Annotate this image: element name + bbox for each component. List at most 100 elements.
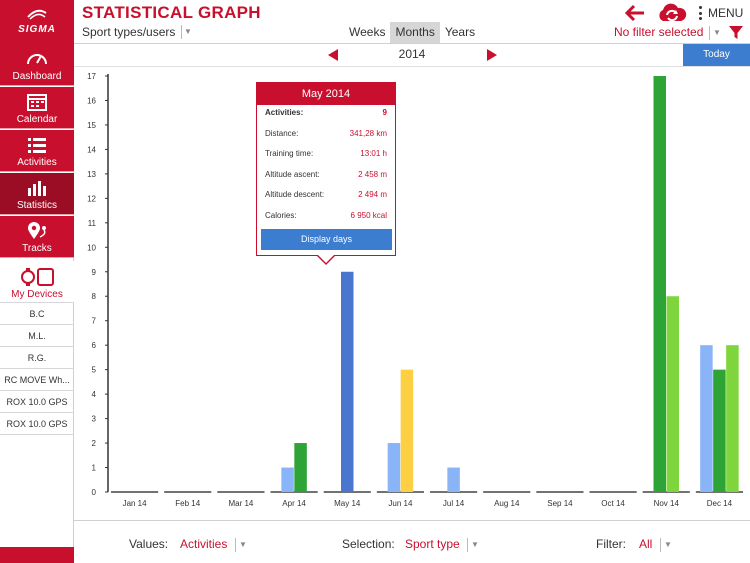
sidebar-item-calendar[interactable]: Calendar — [0, 87, 74, 129]
x-tick-label: Feb 14 — [175, 499, 200, 508]
tooltip-value: 13:01 h — [360, 149, 387, 158]
sidebar-item-statistics[interactable]: Statistics — [0, 173, 74, 215]
device-item[interactable]: ROX 10.0 GPS — [0, 413, 74, 435]
y-tick-label: 15 — [87, 121, 96, 130]
tooltip-row-altitude-ascent: Altitude ascent: 2 458 m — [265, 168, 387, 182]
x-tick-label: Mar 14 — [228, 499, 253, 508]
x-tick-label: Oct 14 — [601, 499, 625, 508]
divider — [74, 43, 750, 44]
bar — [294, 443, 307, 492]
y-tick-label: 14 — [87, 145, 96, 154]
tab-years[interactable]: Years — [444, 25, 476, 39]
y-tick-label: 13 — [87, 170, 96, 179]
bar — [387, 443, 401, 492]
y-tick-label: 0 — [92, 488, 97, 497]
y-tick-label: 11 — [88, 219, 97, 228]
tooltip-row-activities: Activities: 9 — [265, 106, 387, 120]
filter-bottom-select[interactable]: All — [639, 537, 653, 551]
sidebar-item-dashboard[interactable]: Dashboard — [0, 44, 74, 86]
sidebar-item-tracks[interactable]: Tracks — [0, 216, 74, 258]
tooltip-value: 9 — [382, 108, 387, 117]
speedometer-icon — [27, 54, 47, 65]
sidebar-item-label: My Devices — [11, 289, 63, 300]
bar — [447, 467, 460, 492]
y-tick-label: 6 — [92, 341, 97, 350]
y-tick-label: 3 — [92, 415, 97, 424]
tooltip-key: Training time: — [265, 149, 314, 158]
funnel-icon[interactable] — [729, 26, 743, 40]
bar — [713, 369, 726, 492]
device-item[interactable]: R.G. — [0, 347, 74, 369]
month-tooltip: May 2014 Activities: 9 Distance: 341,28 … — [256, 82, 396, 256]
tooltip-row-calories: Calories: 6 950 kcal — [265, 209, 387, 223]
bar — [400, 369, 414, 492]
next-year-icon[interactable] — [486, 48, 498, 62]
y-tick-label: 10 — [87, 243, 96, 252]
tooltip-key: Distance: — [265, 129, 299, 138]
chevron-down-icon[interactable]: ▼ — [467, 538, 479, 552]
year-label: 2014 — [398, 47, 426, 61]
divider — [74, 520, 750, 521]
bar — [726, 345, 739, 492]
x-tick-label: Apr 14 — [282, 499, 306, 508]
x-tick-label: Dec 14 — [707, 499, 733, 508]
sidebar-item-label: Tracks — [22, 243, 52, 254]
selection-label: Selection: — [342, 537, 395, 551]
tooltip-key: Activities: — [265, 108, 304, 117]
x-tick-label: Jul 14 — [443, 499, 465, 508]
tooltip-value: 6 950 kcal — [350, 211, 387, 220]
x-tick-label: May 14 — [334, 499, 361, 508]
cloud-sync-icon[interactable] — [656, 3, 688, 23]
menu-button[interactable]: MENU — [698, 5, 743, 21]
y-tick-label: 1 — [92, 464, 97, 473]
tooltip-value: 2 494 m — [358, 190, 387, 199]
x-tick-label: Nov 14 — [654, 499, 680, 508]
tab-weeks[interactable]: Weeks — [349, 25, 386, 39]
y-tick-label: 2 — [92, 439, 97, 448]
y-tick-label: 17 — [87, 72, 96, 81]
arrow-left-icon[interactable] — [624, 4, 646, 22]
tooltip-row-altitude-descent: Altitude descent: 2 494 m — [265, 188, 387, 202]
selection-select[interactable]: Sport type — [405, 537, 460, 551]
previous-year-icon[interactable] — [327, 48, 339, 62]
y-tick-label: 8 — [92, 292, 97, 301]
sidebar: SIGMA Dashboard Calendar Activities Stat… — [0, 0, 74, 563]
device-item[interactable]: B.C — [0, 303, 74, 325]
chevron-down-icon[interactable]: ▼ — [709, 26, 721, 40]
display-days-button[interactable]: Display days — [261, 229, 392, 250]
device-item[interactable]: ROX 10.0 GPS — [0, 391, 74, 413]
chevron-down-icon[interactable]: ▼ — [660, 538, 672, 552]
tooltip-row-distance: Distance: 341,28 km — [265, 127, 387, 141]
bar-chart-icon — [28, 181, 46, 196]
list-icon — [28, 138, 46, 153]
sigma-logo: SIGMA — [0, 0, 74, 44]
device-item[interactable]: RC MOVE Wh... — [0, 369, 74, 391]
tab-months[interactable]: Months — [390, 22, 440, 43]
sidebar-item-label: Calendar — [16, 114, 58, 125]
map-pin-icon — [28, 222, 46, 239]
x-tick-label: Aug 14 — [494, 499, 520, 508]
tooltip-key: Altitude descent: — [265, 190, 325, 199]
sport-users-select[interactable]: Sport types/users ▼ — [82, 25, 192, 41]
watch-device-icon — [21, 268, 54, 286]
y-tick-label: 9 — [92, 268, 97, 277]
tooltip-value: 341,28 km — [349, 129, 387, 138]
values-select[interactable]: Activities — [180, 537, 228, 551]
tooltip-row-training-time: Training time: 13:01 h — [265, 147, 387, 161]
today-button[interactable]: Today — [683, 44, 750, 66]
filter-select[interactable]: No filter selected — [614, 25, 704, 39]
device-item[interactable]: M.L. — [0, 325, 74, 347]
y-tick-label: 16 — [87, 96, 96, 105]
chevron-down-icon[interactable]: ▼ — [235, 538, 247, 552]
values-label: Values: — [129, 537, 169, 551]
x-tick-label: Jan 14 — [123, 499, 148, 508]
x-tick-label: Sep 14 — [547, 499, 573, 508]
y-tick-label: 7 — [92, 317, 97, 326]
filter-label: Filter: — [596, 537, 626, 551]
calendar-icon — [27, 94, 47, 111]
sidebar-item-activities[interactable]: Activities — [0, 130, 74, 172]
sidebar-item-my-devices[interactable]: My Devices — [0, 261, 74, 303]
tooltip-title: May 2014 — [257, 83, 395, 105]
x-tick-label: Jun 14 — [388, 499, 413, 508]
bar — [653, 76, 666, 492]
